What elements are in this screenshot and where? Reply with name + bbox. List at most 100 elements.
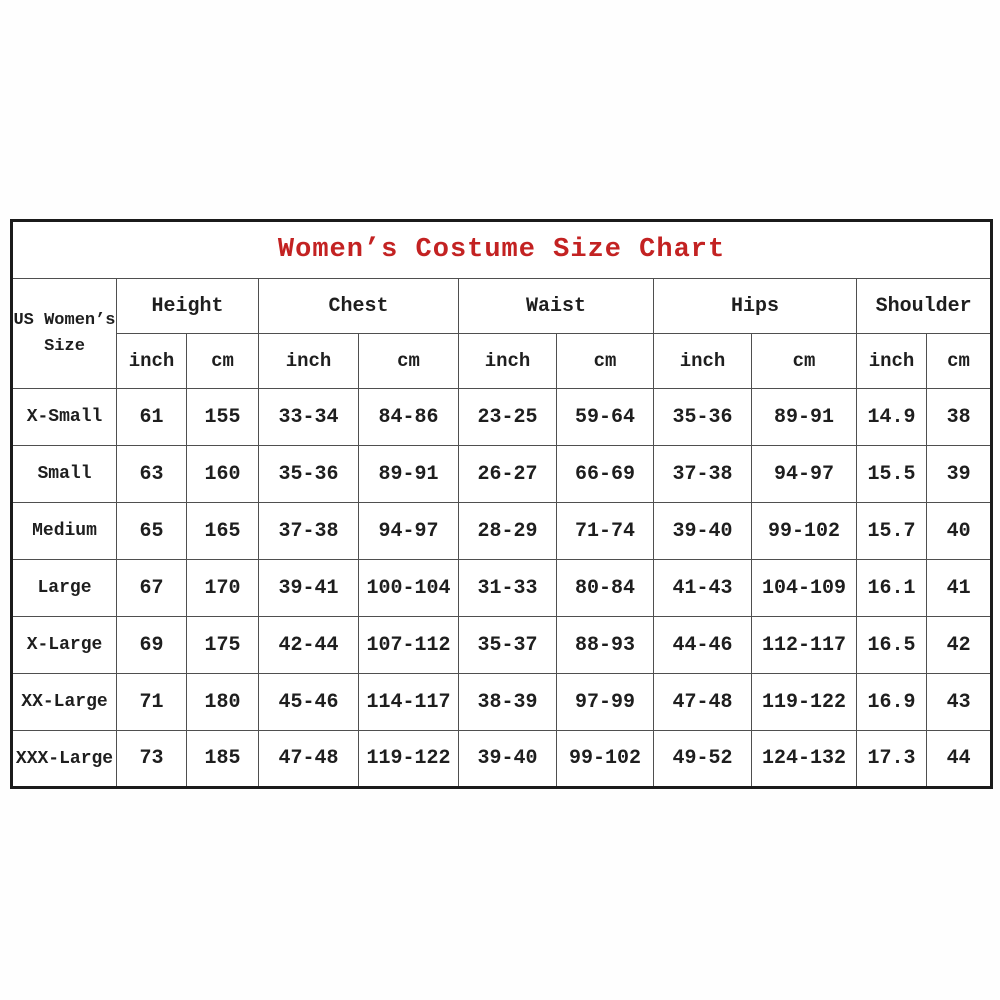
- size-cell: 47-48: [258, 730, 359, 788]
- size-cell: 41-43: [653, 559, 752, 617]
- size-cell: 89-91: [358, 445, 459, 503]
- size-row-label: XX-Large: [11, 673, 117, 731]
- size-cell: 33-34: [258, 388, 359, 446]
- unit-header-shoulder-cm: cm: [925, 333, 993, 389]
- size-cell: 16.5: [856, 616, 927, 674]
- size-cell: 39-40: [653, 502, 752, 560]
- size-cell: 39-41: [258, 559, 359, 617]
- size-cell: 160: [186, 445, 259, 503]
- table-row: Small 63 160 35-36 89-91 26-27 66-69 37-38 94-97…: [11, 445, 993, 503]
- size-cell: 104-109: [751, 559, 857, 617]
- size-cell: 112-117: [751, 616, 857, 674]
- size-cell: 42: [925, 616, 993, 674]
- size-cell: 42-44: [258, 616, 359, 674]
- size-cell: 175: [186, 616, 259, 674]
- table-row: XXX-Large 73 185 47-48 119-122 39-40 99-102 49-…: [11, 730, 993, 788]
- size-cell: 94-97: [358, 502, 459, 560]
- size-row-label: Large: [11, 559, 117, 617]
- size-cell: 49-52: [653, 730, 752, 788]
- size-cell: 28-29: [458, 502, 557, 560]
- size-cell: 47-48: [653, 673, 752, 731]
- size-cell: 63: [116, 445, 187, 503]
- unit-header-waist-inch: inch: [458, 333, 557, 389]
- unit-header-height-inch: inch: [116, 333, 187, 389]
- size-cell: 16.1: [856, 559, 927, 617]
- size-cell: 71: [116, 673, 187, 731]
- size-cell: 35-37: [458, 616, 557, 674]
- size-cell: 39-40: [458, 730, 557, 788]
- size-cell: 15.5: [856, 445, 927, 503]
- size-cell: 99-102: [751, 502, 857, 560]
- size-cell: 94-97: [751, 445, 857, 503]
- size-cell: 59-64: [556, 388, 654, 446]
- size-cell: 170: [186, 559, 259, 617]
- group-header-height: Height: [116, 278, 259, 334]
- unit-header-chest-cm: cm: [358, 333, 459, 389]
- size-cell: 35-36: [258, 445, 359, 503]
- title-row: Women’s Costume Size Chart: [10, 220, 993, 279]
- table-row: Medium 65 165 37-38 94-97 28-29 71-74 39-40 99-1…: [11, 502, 993, 560]
- size-cell: 119-122: [751, 673, 857, 731]
- size-cell: 97-99: [556, 673, 654, 731]
- size-table-body: X-Small 61 155 33-34 84-86 23-25 59-64 35-36 89-…: [11, 388, 993, 788]
- size-cell: 38: [925, 388, 993, 446]
- size-cell: 15.7: [856, 502, 927, 560]
- size-cell: 45-46: [258, 673, 359, 731]
- group-header-shoulder: Shoulder: [855, 278, 993, 334]
- size-cell: 14.9: [856, 388, 927, 446]
- size-cell: 84-86: [358, 388, 459, 446]
- size-row-label: Medium: [11, 502, 117, 560]
- size-cell: 80-84: [556, 559, 654, 617]
- size-cell: 23-25: [458, 388, 557, 446]
- size-cell: 69: [116, 616, 187, 674]
- size-cell: 66-69: [556, 445, 654, 503]
- group-header-waist: Waist: [458, 278, 654, 334]
- size-cell: 16.9: [856, 673, 927, 731]
- size-cell: 71-74: [556, 502, 654, 560]
- size-cell: 88-93: [556, 616, 654, 674]
- size-row-label: XXX-Large: [11, 730, 117, 788]
- unit-header-hips-inch: inch: [653, 333, 752, 389]
- unit-header-hips-cm: cm: [751, 333, 857, 389]
- table-row: XX-Large 71 180 45-46 114-117 38-39 97-99 47-48…: [11, 673, 993, 731]
- corner-header-us-womens-size: US Women’s Size: [11, 278, 117, 389]
- size-cell: 38-39: [458, 673, 557, 731]
- size-row-label: Small: [11, 445, 117, 503]
- size-cell: 165: [186, 502, 259, 560]
- size-cell: 107-112: [358, 616, 459, 674]
- size-cell: 41: [925, 559, 993, 617]
- size-cell: 99-102: [556, 730, 654, 788]
- size-cell: 185: [186, 730, 259, 788]
- size-cell: 114-117: [358, 673, 459, 731]
- size-cell: 17.3: [856, 730, 927, 788]
- size-cell: 44-46: [653, 616, 752, 674]
- chart-title: Women’s Costume Size Chart: [10, 220, 993, 279]
- group-header-hips: Hips: [653, 278, 857, 334]
- unit-header-chest-inch: inch: [258, 333, 359, 389]
- table-row: X-Large 69 175 42-44 107-112 35-37 88-93 44-46 1…: [11, 616, 993, 674]
- size-cell: 39: [925, 445, 993, 503]
- size-cell: 100-104: [358, 559, 459, 617]
- unit-header-height-cm: cm: [186, 333, 259, 389]
- size-row-label: X-Small: [11, 388, 117, 446]
- size-cell: 155: [186, 388, 259, 446]
- size-cell: 44: [925, 730, 993, 788]
- size-cell: 89-91: [751, 388, 857, 446]
- table-row: Large 67 170 39-41 100-104 31-33 80-84 41-43 104…: [11, 559, 993, 617]
- size-cell: 119-122: [358, 730, 459, 788]
- size-cell: 43: [925, 673, 993, 731]
- unit-header-row: inch cm inch cm inch cm inch cm inch cm: [12, 333, 993, 389]
- size-cell: 40: [925, 502, 993, 560]
- unit-header-shoulder-inch: inch: [856, 333, 927, 389]
- size-cell: 37-38: [653, 445, 752, 503]
- size-cell: 35-36: [653, 388, 752, 446]
- unit-header-waist-cm: cm: [556, 333, 654, 389]
- size-cell: 37-38: [258, 502, 359, 560]
- size-cell: 31-33: [458, 559, 557, 617]
- size-cell: 180: [186, 673, 259, 731]
- size-cell: 124-132: [751, 730, 857, 788]
- size-cell: 73: [116, 730, 187, 788]
- size-chart-table: Women’s Costume Size Chart US Women’s Si…: [10, 219, 994, 789]
- table-row: X-Small 61 155 33-34 84-86 23-25 59-64 35-36 89-…: [11, 388, 993, 446]
